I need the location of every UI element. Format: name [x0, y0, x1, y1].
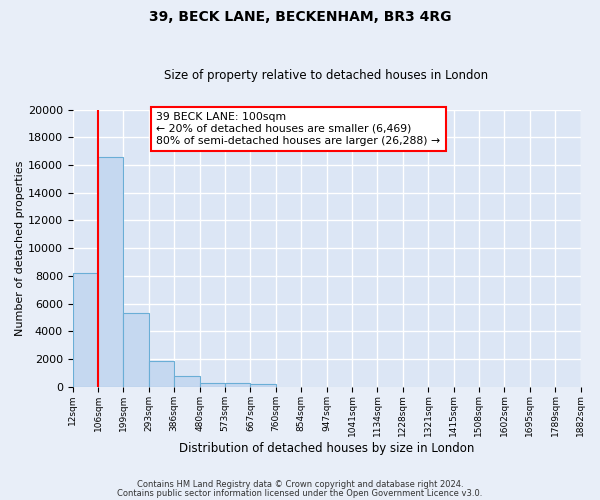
Title: Size of property relative to detached houses in London: Size of property relative to detached ho…: [164, 69, 488, 82]
X-axis label: Distribution of detached houses by size in London: Distribution of detached houses by size …: [179, 442, 474, 455]
Bar: [250, 384, 276, 386]
Text: 39 BECK LANE: 100sqm
← 20% of detached houses are smaller (6,469)
80% of semi-de: 39 BECK LANE: 100sqm ← 20% of detached h…: [157, 112, 440, 146]
Y-axis label: Number of detached properties: Number of detached properties: [15, 160, 25, 336]
Text: Contains HM Land Registry data © Crown copyright and database right 2024.: Contains HM Land Registry data © Crown c…: [137, 480, 463, 489]
Bar: [174, 376, 200, 386]
Bar: [149, 361, 174, 386]
Bar: [225, 383, 250, 386]
Text: Contains public sector information licensed under the Open Government Licence v3: Contains public sector information licen…: [118, 488, 482, 498]
Bar: [73, 273, 98, 386]
Bar: [200, 382, 225, 386]
Text: 39, BECK LANE, BECKENHAM, BR3 4RG: 39, BECK LANE, BECKENHAM, BR3 4RG: [149, 10, 451, 24]
Bar: [98, 156, 124, 386]
Bar: [124, 313, 149, 386]
